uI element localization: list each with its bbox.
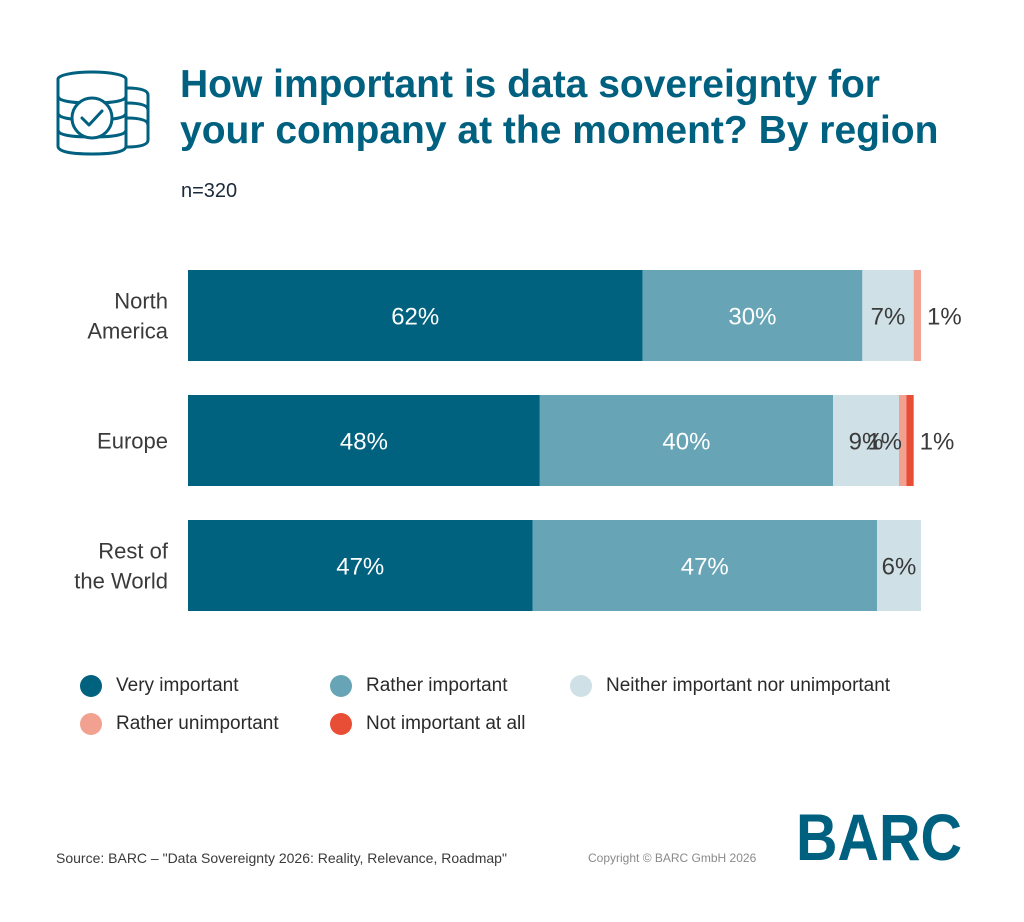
data-label: 48% [340,429,388,456]
data-label: 6% [882,554,917,581]
barc-logo: BARC [796,800,964,874]
bar-segment [899,395,907,486]
title-line-2: your company at the moment? By region [180,109,939,152]
data-label: 30% [728,304,776,331]
sample-size: n=320 [181,180,238,202]
bar-segment [877,520,921,611]
data-label: 1% [920,429,955,456]
category-label: America [87,319,168,344]
bar-segment [906,395,914,486]
copyright-note: Copyright © BARC GmbH 2026 [588,851,757,865]
legend-swatch [330,713,352,735]
legend-label: Rather important [366,675,508,696]
category-label: North [114,289,168,314]
data-label: 62% [391,304,439,331]
data-label: 1% [927,304,962,331]
bar-segment [188,520,533,611]
svg-text:BARC: BARC [796,804,962,864]
legend-swatch [330,675,352,697]
bar-segment [539,395,834,486]
legend-item: Rather unimportant [80,710,279,738]
data-label: 47% [681,554,729,581]
legend-item: Not important at all [330,710,525,738]
database-check-icon [56,68,152,160]
legend-item: Rather important [330,672,508,700]
data-label: 40% [662,429,710,456]
legend-label: Very important [116,675,239,696]
bar-segment [913,270,921,361]
legend-swatch [80,713,102,735]
category-label: the World [74,569,168,594]
bar-segment [188,270,643,361]
legend-label: Neither important nor unimportant [606,675,891,696]
bar-segment [188,395,540,486]
data-label: 9% [849,429,884,456]
category-label: Rest of [98,539,169,564]
legend-item: Neither important nor unimportant [570,672,890,700]
category-label: Europe [97,429,168,454]
data-label: 47% [336,554,384,581]
data-label: 7% [871,304,906,331]
bar-segment [862,270,914,361]
bar-segment [532,520,878,611]
title-line-1: How important is data sovereignty for [180,63,880,106]
legend-swatch [570,675,592,697]
legend-label: Not important at all [366,713,526,734]
source-note: Source: BARC – "Data Sovereignty 2026: R… [56,850,507,866]
bar-segment [833,395,900,486]
legend-label: Rather unimportant [116,713,279,734]
legend-swatch [80,675,102,697]
data-label: 1% [867,429,902,456]
bar-segment [642,270,863,361]
page-title: How important is data sovereignty for yo… [180,62,1000,154]
legend-item: Very important [80,672,239,700]
